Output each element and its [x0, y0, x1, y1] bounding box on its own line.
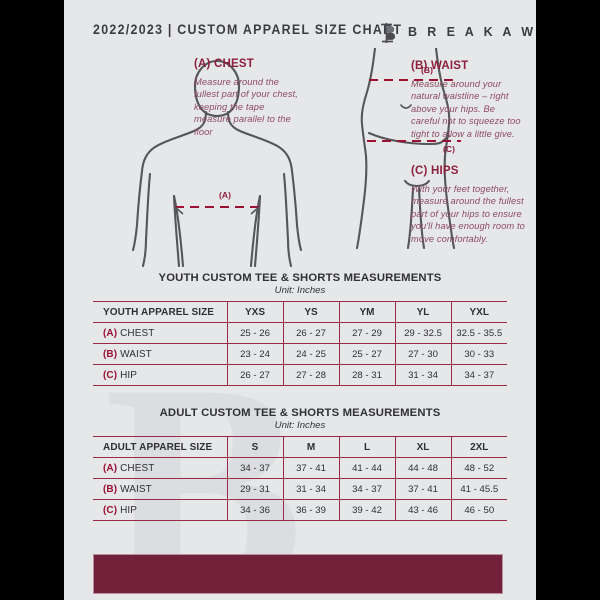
waist-line-label: (B)	[421, 65, 433, 75]
row-tag: (A)	[103, 327, 121, 339]
row-tag: (C)	[103, 369, 121, 381]
table-cell: 34 - 37	[338, 478, 396, 500]
table-cell: 41 - 44	[338, 457, 396, 479]
row-label-hip: (C) HIP	[93, 499, 228, 521]
guide-hips-heading: (C) HIPS	[411, 165, 459, 177]
guide-waist-heading: (B) WAIST	[411, 60, 469, 72]
guide-waist-body: Measure around your natural waistline – …	[411, 79, 521, 139]
guide-hips-body: With your feet together, measure around …	[411, 184, 525, 244]
front-torso-outline-icon	[131, 48, 461, 268]
table-cell: 23 - 24	[226, 343, 284, 365]
table-cell: 36 - 39	[282, 499, 340, 521]
column-header-ym: YM	[338, 301, 396, 323]
breakaway-b-monogram-icon	[374, 20, 400, 46]
table-cell: 27 - 28	[282, 364, 340, 386]
table-row: (B) WAIST 29 - 31 31 - 34 34 - 37 37 - 41 41 …	[93, 478, 507, 500]
footer-bar	[93, 554, 503, 594]
table-cell: 32.5 - 35.5	[450, 322, 507, 344]
column-header-size: YOUTH APPAREL SIZE	[93, 301, 228, 323]
row-label-waist: (B) WAIST	[93, 343, 228, 365]
table-cell: 37 - 41	[394, 478, 452, 500]
table-row: (C) HIP 26 - 27 27 - 28 28 - 31 31 - 34 34 - …	[93, 364, 507, 386]
table-cell: 28 - 31	[338, 364, 396, 386]
row-tag: (B)	[103, 348, 121, 360]
table-header-row: YOUTH APPAREL SIZE YXS YS YM YL YXL	[93, 301, 507, 323]
table-cell: 44 - 48	[394, 457, 452, 479]
youth-table-title: YOUTH CUSTOM TEE & SHORTS MEASUREMENTS	[158, 272, 442, 284]
guide-chest-heading: (A) CHEST	[194, 58, 254, 70]
youth-measurements-table: YOUTH APPAREL SIZE YXS YS YM YL YXL (A) CHEST…	[93, 301, 507, 386]
column-header-l: L	[338, 436, 396, 458]
youth-measurements-block: YOUTH CUSTOM TEE & SHORTS MEASUREMENTS U…	[93, 272, 507, 386]
chest-measure-line	[174, 206, 260, 215]
table-cell: 31 - 34	[282, 478, 340, 500]
column-header-ys: YS	[282, 301, 340, 323]
table-row: (A) CHEST 25 - 26 26 - 27 27 - 29 29 - 32.5 3…	[93, 322, 507, 344]
row-label-chest: (A) CHEST	[93, 457, 228, 479]
guide-chest-body: Measure around the fullest part of your …	[194, 77, 298, 137]
column-header-size: ADULT APPAREL SIZE	[93, 436, 228, 458]
adult-measurements-block: ADULT CUSTOM TEE & SHORTS MEASUREMENTS U…	[93, 407, 507, 521]
page-title: CUSTOM APPAREL SIZE CHART	[177, 22, 403, 37]
row-tag: (A)	[103, 462, 121, 474]
table-cell: 41 - 45.5	[450, 478, 507, 500]
column-header-2xl: 2XL	[450, 436, 507, 458]
adult-measurements-table: ADULT APPAREL SIZE S M L XL 2XL (A) CHEST 34 -…	[93, 436, 507, 521]
table-cell: 31 - 34	[394, 364, 452, 386]
table-cell: 43 - 46	[394, 499, 452, 521]
column-header-yxs: YXS	[226, 301, 284, 323]
row-label-chest: (A) CHEST	[93, 322, 228, 344]
column-header-xl: XL	[394, 436, 452, 458]
column-header-yl: YL	[394, 301, 452, 323]
brand-wordmark: B R E A K A W A Y	[408, 25, 536, 39]
guide-hips: (C) HIPS With your feet together, measur…	[411, 165, 527, 245]
table-cell: 26 - 27	[226, 364, 284, 386]
table-cell: 34 - 37	[450, 364, 507, 386]
adult-table-unit: Unit: Inches	[274, 420, 326, 431]
table-row: (C) HIP 34 - 36 36 - 39 39 - 42 43 - 46 46 - …	[93, 499, 507, 521]
table-row: (A) CHEST 34 - 37 37 - 41 41 - 44 44 - 48 48 …	[93, 457, 507, 479]
table-cell: 30 - 33	[450, 343, 507, 365]
row-tag: (B)	[103, 483, 121, 495]
table-cell: 25 - 27	[338, 343, 396, 365]
table-cell: 34 - 36	[226, 499, 284, 521]
header-separator: |	[167, 22, 173, 37]
table-cell: 37 - 41	[282, 457, 340, 479]
row-tag: (C)	[103, 504, 121, 516]
table-cell: 27 - 30	[394, 343, 452, 365]
table-cell: 24 - 25	[282, 343, 340, 365]
row-label-hip: (C) HIP	[93, 364, 228, 386]
table-header-row: ADULT APPAREL SIZE S M L XL 2XL	[93, 436, 507, 458]
table-cell: 48 - 52	[450, 457, 507, 479]
table-cell: 27 - 29	[338, 322, 396, 344]
table-cell: 25 - 26	[226, 322, 284, 344]
chest-line-label: (A)	[219, 190, 231, 200]
column-header-m: M	[282, 436, 340, 458]
guide-chest: (A) CHEST Measure around the fullest par…	[194, 58, 298, 138]
table-cell: 26 - 27	[282, 322, 340, 344]
table-cell: 29 - 32.5	[394, 322, 452, 344]
youth-table-unit: Unit: Inches	[274, 285, 326, 296]
size-chart-page: B 2022/2023 | CUSTOM APPAREL SIZE CHART B …	[64, 0, 536, 600]
column-header-s: S	[226, 436, 284, 458]
table-cell: 34 - 37	[226, 457, 284, 479]
guide-waist: (B) WAIST Measure around your natural wa…	[411, 60, 523, 140]
table-cell: 39 - 42	[338, 499, 396, 521]
season-label: 2022/2023	[93, 22, 164, 37]
table-row: (B) WAIST 23 - 24 24 - 25 25 - 27 27 - 30 30 …	[93, 343, 507, 365]
measurement-illustration: (A) (B) (C) (A) CHEST Measure around the…	[64, 48, 536, 268]
hips-line-label: (C)	[443, 144, 455, 154]
table-cell: 46 - 50	[450, 499, 507, 521]
page-header: 2022/2023 | CUSTOM APPAREL SIZE CHART B R …	[64, 0, 536, 52]
row-label-waist: (B) WAIST	[93, 478, 228, 500]
adult-table-title: ADULT CUSTOM TEE & SHORTS MEASUREMENTS	[159, 407, 441, 419]
table-cell: 29 - 31	[226, 478, 284, 500]
header-title-group: 2022/2023 | CUSTOM APPAREL SIZE CHART	[93, 22, 402, 37]
column-header-yxl: YXL	[450, 301, 507, 323]
